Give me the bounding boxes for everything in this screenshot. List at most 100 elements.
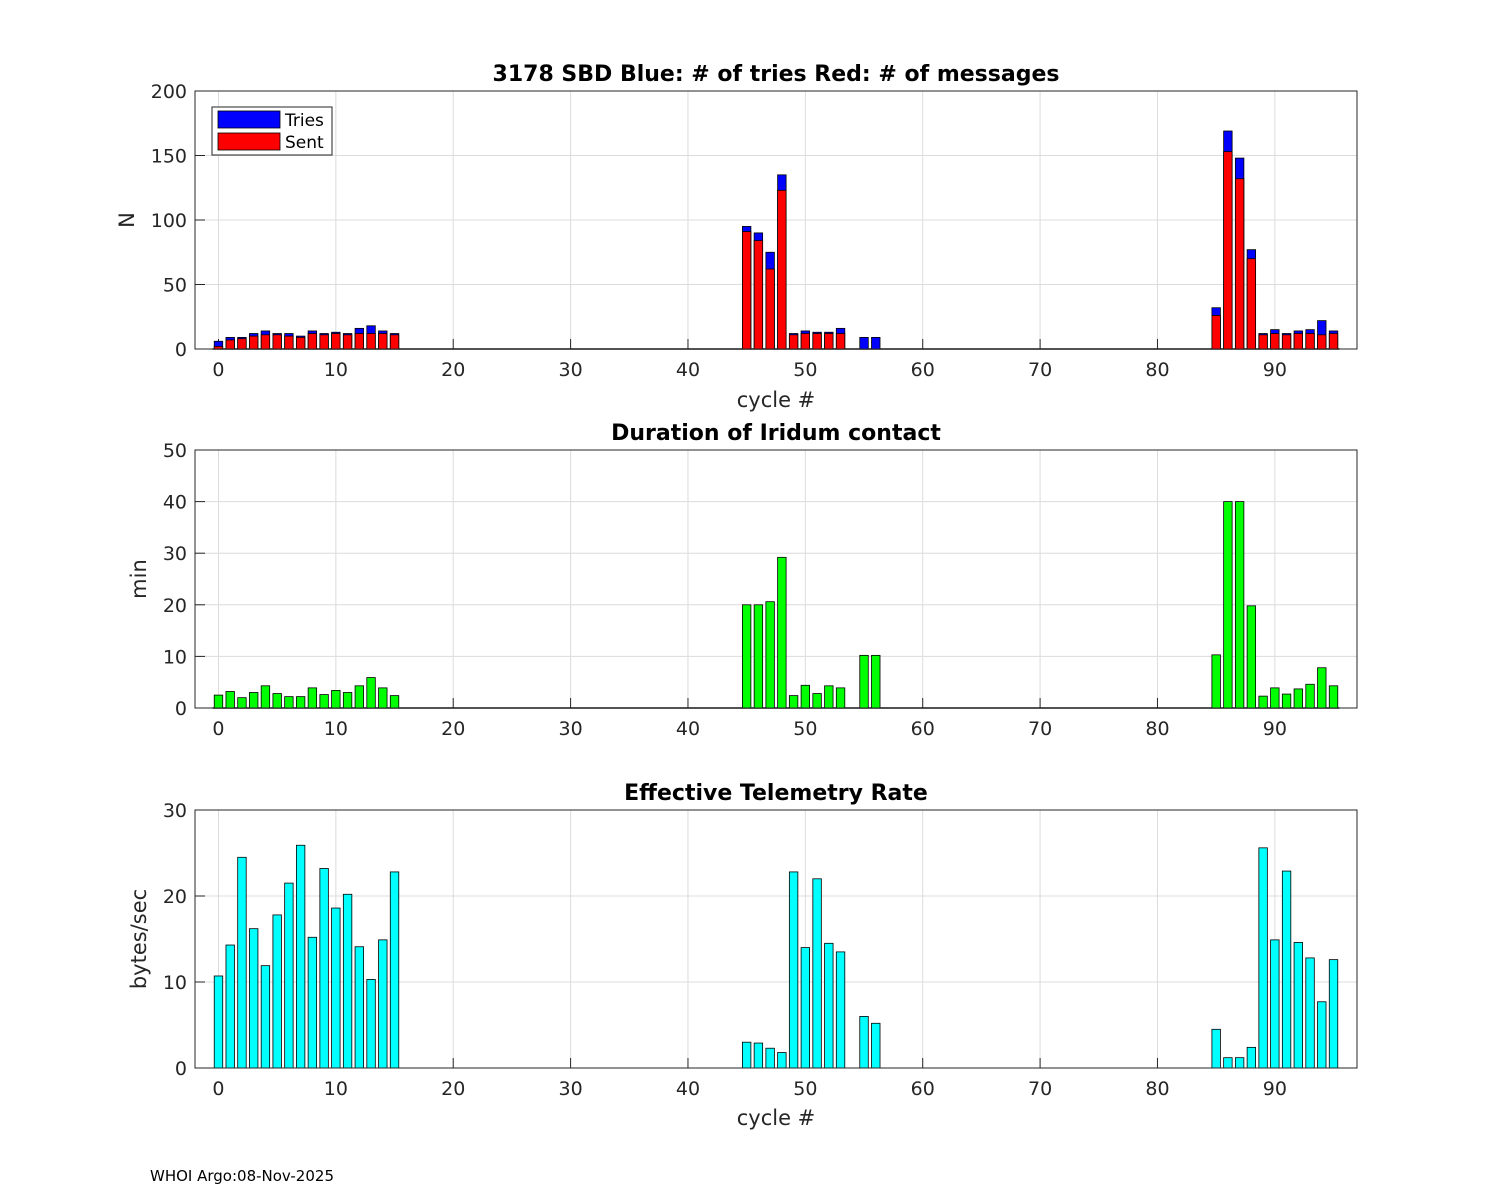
rate-y-tick-label: 0: [175, 1058, 187, 1080]
rate-bar-cycle-8: [307, 936, 318, 1069]
sbd-x-tick-label: 90: [1263, 359, 1287, 381]
rate-bar-cycle-10: [331, 907, 341, 1069]
duration-bar-cycle-5: [272, 693, 282, 709]
rate-bar-cycle-86: [1223, 1057, 1233, 1069]
bar-sent-cycle-8: [307, 333, 318, 350]
duration-bar-cycle-95: [1328, 685, 1339, 709]
duration-x-tick-label: 80: [1145, 718, 1169, 740]
duration-bar-cycle-92: [1293, 688, 1303, 709]
legend-label-tries: Tries: [284, 111, 324, 131]
duration-x-tick-label: 0: [212, 718, 224, 740]
duration-bar-cycle-94: [1317, 667, 1327, 709]
rate-bar-cycle-9: [319, 868, 329, 1069]
sbd-y-tick-label: 100: [151, 210, 187, 232]
duration-bar-cycle-6: [284, 696, 294, 709]
sbd-plot-frame: [194, 90, 1358, 350]
sbd-bars: [212, 130, 1340, 350]
rate-bar-cycle-89: [1258, 847, 1268, 1069]
duration-bar-cycle-86: [1223, 501, 1233, 709]
duration-y-axis-label: min: [127, 559, 151, 599]
bar-tries-cycle-56: [871, 336, 881, 350]
duration-bar-cycle-1: [225, 691, 235, 709]
bar-sent-cycle-53: [835, 333, 846, 350]
sbd-x-tick-label: 50: [793, 359, 817, 381]
rate-bar-cycle-1: [225, 944, 235, 1069]
duration-bar-cycle-15: [389, 695, 400, 709]
bar-sent-cycle-87: [1234, 178, 1245, 350]
bar-sent-cycle-14: [378, 333, 388, 350]
sbd-x-tick-label: 80: [1145, 359, 1169, 381]
sbd-x-tick-label: 30: [559, 359, 583, 381]
bar-sent-cycle-89: [1258, 334, 1268, 350]
sbd-x-tick-label: 20: [441, 359, 465, 381]
duration-chart: Duration of Iridum contact min 0 10 20 30 40…: [127, 421, 1358, 740]
rate-y-tick-label: 10: [163, 972, 187, 994]
duration-bar-cycle-55: [859, 654, 869, 709]
bar-sent-cycle-1: [225, 339, 235, 350]
rate-bar-cycle-46: [753, 1042, 764, 1069]
rate-chart-title: Effective Telemetry Rate: [624, 781, 928, 806]
sbd-x-tick-label: 10: [324, 359, 348, 381]
duration-y-tick-label: 0: [175, 698, 187, 720]
bar-sent-cycle-5: [272, 334, 282, 350]
bar-sent-cycle-48: [777, 189, 787, 350]
duration-bar-cycle-12: [354, 685, 364, 709]
bar-sent-cycle-91: [1281, 334, 1292, 350]
duration-bar-cycle-14: [378, 687, 388, 709]
duration-bar-cycle-50: [800, 684, 810, 709]
duration-y-tick-label: 40: [163, 492, 187, 514]
duration-bar-cycle-47: [765, 601, 775, 709]
duration-bar-cycle-11: [342, 692, 353, 709]
bar-sent-cycle-13: [366, 333, 376, 350]
rate-y-axis-label: bytes/sec: [127, 889, 151, 989]
duration-bar-cycle-56: [871, 654, 881, 709]
rate-bar-cycle-5: [272, 914, 282, 1069]
duration-x-tick-label: 10: [324, 718, 348, 740]
bar-sent-cycle-45: [742, 231, 752, 350]
duration-bar-cycle-10: [331, 690, 341, 709]
rate-bar-cycle-6: [284, 882, 294, 1069]
duration-bar-cycle-4: [260, 685, 271, 709]
duration-bar-cycle-45: [742, 604, 752, 709]
rate-x-tick-label: 10: [324, 1078, 348, 1100]
sbd-chart-title: 3178 SBD Blue: # of tries Red: # of mess…: [493, 62, 1060, 87]
duration-y-tick-label: 50: [163, 440, 187, 462]
sbd-y-tick-label: 50: [163, 275, 187, 297]
duration-bar-cycle-49: [788, 695, 799, 709]
bar-sent-cycle-85: [1211, 315, 1221, 350]
duration-x-tick-label: 20: [441, 718, 465, 740]
footer-credit: WHOI Argo:08-Nov-2025: [150, 1167, 334, 1185]
rate-bar-cycle-90: [1270, 939, 1280, 1069]
rate-bar-cycle-4: [260, 965, 271, 1069]
duration-x-tick-label: 40: [676, 718, 700, 740]
rate-bar-cycle-2: [237, 856, 247, 1069]
duration-y-tick-label: 30: [163, 543, 187, 565]
sbd-x-tick-label: 40: [676, 359, 700, 381]
duration-bar-cycle-51: [812, 693, 822, 709]
bar-sent-cycle-88: [1246, 258, 1257, 350]
duration-y-tick-label: 10: [163, 646, 187, 668]
sbd-x-tick-label: 0: [212, 359, 224, 381]
rate-bars: [213, 844, 1339, 1069]
rate-bar-cycle-53: [835, 951, 846, 1069]
bar-sent-cycle-95: [1328, 333, 1339, 350]
legend-swatch-tries: [217, 110, 281, 129]
rate-bar-cycle-92: [1293, 942, 1303, 1069]
duration-bar-cycle-0: [213, 694, 224, 709]
duration-bar-cycle-13: [366, 677, 376, 709]
duration-bar-cycle-85: [1211, 654, 1221, 709]
duration-bar-cycle-52: [824, 685, 834, 709]
duration-bar-cycle-8: [307, 687, 318, 709]
rate-bar-cycle-95: [1328, 959, 1339, 1069]
bar-sent-cycle-46: [753, 240, 764, 350]
duration-x-tick-label: 60: [911, 718, 935, 740]
rate-bar-cycle-93: [1305, 957, 1315, 1069]
duration-bar-cycle-93: [1305, 683, 1315, 709]
bar-sent-cycle-2: [237, 338, 247, 350]
rate-bar-cycle-12: [354, 946, 364, 1069]
rate-x-tick-label: 90: [1263, 1078, 1287, 1100]
duration-x-tick-label: 70: [1028, 718, 1052, 740]
duration-bar-cycle-90: [1270, 687, 1280, 709]
bar-sent-cycle-86: [1223, 151, 1233, 350]
